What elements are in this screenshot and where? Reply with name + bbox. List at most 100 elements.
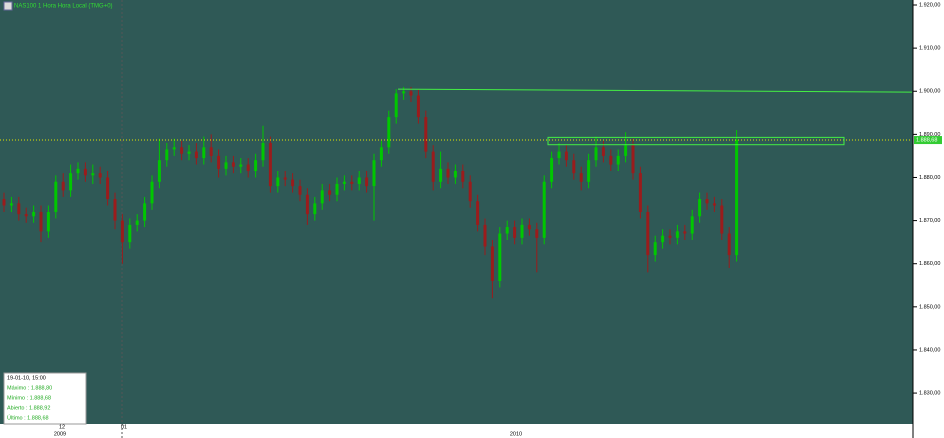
candle-body <box>194 151 198 159</box>
candle-body <box>268 142 272 187</box>
y-tick-label: 1.840,00 <box>919 347 940 353</box>
candle-body <box>150 181 154 204</box>
y-tick-label: 1.850,00 <box>919 304 940 310</box>
candle-body <box>157 160 161 182</box>
candle-body <box>224 162 228 169</box>
candle-body <box>2 199 6 206</box>
candle-body <box>727 233 731 256</box>
candle-body <box>291 179 295 187</box>
y-tick-label: 1.860,00 <box>919 261 940 267</box>
candle-body <box>254 160 258 172</box>
candle-body <box>98 173 102 178</box>
candle-body <box>180 147 184 154</box>
candle-body <box>468 181 472 202</box>
candle-body <box>535 229 539 238</box>
candle-body <box>202 147 206 159</box>
candle-body <box>83 168 87 176</box>
candle-body <box>69 173 73 191</box>
candle-body <box>735 139 739 256</box>
candle-body <box>587 160 591 182</box>
candle-body <box>402 91 406 94</box>
candle-body <box>476 201 480 225</box>
candle-body <box>712 203 716 206</box>
x-tick-label: 2010 <box>510 431 522 437</box>
candle-body <box>246 164 250 172</box>
candle-body <box>187 151 191 154</box>
chart-title[interactable]: NAS100 1 Hora Hora Local (TMG+0) <box>14 4 113 10</box>
info-line: Último : 1.888,68 <box>7 414 49 421</box>
x-tick-label: 12 <box>59 424 65 430</box>
candle-body <box>143 203 147 221</box>
candle-body <box>498 233 502 281</box>
y-tick-label: 1.880,00 <box>919 175 940 181</box>
info-line: 19-01-10, 15:00 <box>7 375 46 381</box>
candle-body <box>217 155 221 169</box>
candle-body <box>54 181 58 212</box>
candle-body <box>276 177 280 187</box>
candle-body <box>557 151 561 159</box>
last-price-label: 1.888,68 <box>916 138 937 144</box>
candle-body <box>298 186 302 195</box>
candle-body <box>668 235 672 238</box>
candle-body <box>335 183 339 195</box>
candle-body <box>720 205 724 234</box>
candle-body <box>646 211 650 256</box>
candle-body <box>328 190 332 195</box>
candle-body <box>313 203 317 215</box>
candle-body <box>631 145 635 174</box>
candle-body <box>350 181 354 184</box>
candle-body <box>609 155 613 165</box>
trendline <box>397 88 913 93</box>
candle-body <box>209 147 213 156</box>
candle-body <box>261 142 265 161</box>
candle-body <box>624 145 628 156</box>
candle-body <box>409 91 413 96</box>
info-line: Abierto : 1.888,92 <box>7 405 50 411</box>
candle-body <box>165 149 169 161</box>
candle-body <box>128 224 132 243</box>
candle-body <box>32 211 36 217</box>
last-price-box <box>914 136 942 145</box>
candle-body <box>91 173 95 176</box>
candle-body <box>424 117 428 152</box>
y-tick-label: 1.830,00 <box>919 391 940 397</box>
candle-body <box>690 216 694 234</box>
candle-body <box>505 227 509 234</box>
y-tick-label: 1.910,00 <box>919 46 940 52</box>
y-tick-label: 1.920,00 <box>919 2 940 8</box>
candle-body <box>461 171 465 182</box>
candle-body <box>579 173 583 182</box>
candle-body <box>675 231 679 238</box>
candle-body <box>387 117 391 148</box>
candle-body <box>372 160 376 187</box>
candle-body <box>572 160 576 174</box>
candle-body <box>490 246 494 281</box>
candle-body <box>520 224 524 238</box>
candle-body <box>638 173 642 212</box>
candle-body <box>564 151 568 161</box>
y-tick-label: 1.890,00 <box>919 132 940 138</box>
candle-body <box>446 168 450 178</box>
candle-body <box>394 93 398 118</box>
symbol-icon[interactable] <box>3 1 13 11</box>
candle-body <box>76 168 80 174</box>
candle-body <box>231 162 235 167</box>
info-box <box>3 372 87 425</box>
candle-body <box>46 211 50 232</box>
candle-body <box>698 199 702 217</box>
candle-body <box>683 231 687 234</box>
candle-body <box>357 177 361 184</box>
candle-body <box>542 181 546 238</box>
candle-body <box>616 155 620 165</box>
x-axis-panel <box>0 424 913 438</box>
candle-body <box>61 181 65 191</box>
candle-body <box>106 177 110 200</box>
candle-body <box>17 203 21 215</box>
candle-body <box>172 147 176 150</box>
candle-body <box>550 158 554 182</box>
x-tick-label: 2009 <box>54 431 66 437</box>
candle-body <box>661 235 665 243</box>
candle-body <box>365 177 369 187</box>
